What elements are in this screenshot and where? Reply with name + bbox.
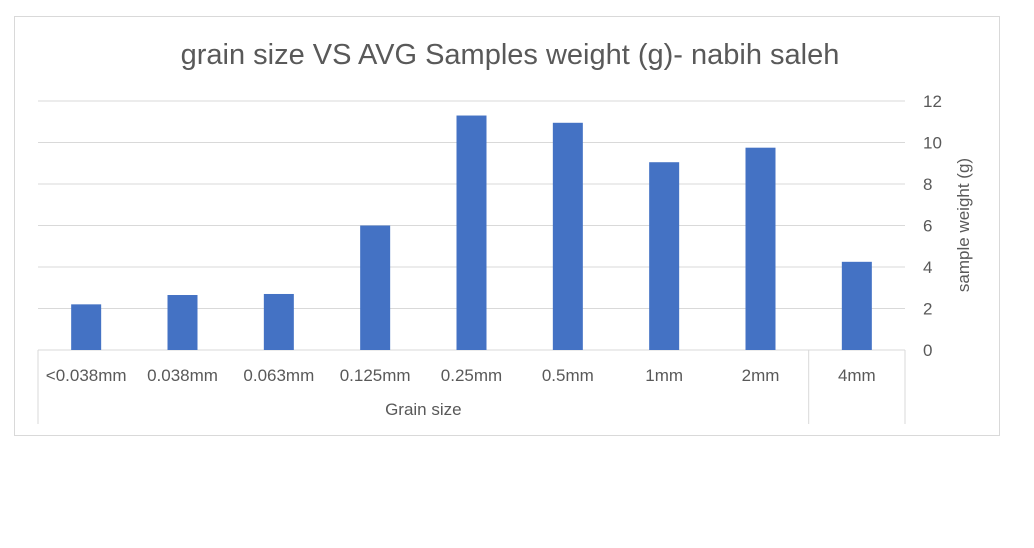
y-tick-label: 10 xyxy=(923,134,942,153)
y-axis-ticks: 0 2 4 6 8 10 12 xyxy=(923,92,942,360)
bar xyxy=(841,261,872,350)
x-axis-groups: Grain size xyxy=(385,350,810,424)
x-category-label: 1mm xyxy=(645,366,683,385)
y-tick-label: 6 xyxy=(923,217,932,236)
x-category-label: 0.125mm xyxy=(340,366,411,385)
x-category-label: <0.038mm xyxy=(46,366,127,385)
x-category-label: 0.5mm xyxy=(542,366,594,385)
bar xyxy=(167,295,198,350)
y-tick-label: 0 xyxy=(923,341,932,360)
bar xyxy=(360,225,391,350)
bar xyxy=(456,115,487,351)
x-category-label: 4mm xyxy=(838,366,876,385)
x-category-label: 0.25mm xyxy=(441,366,502,385)
x-group-label: Grain size xyxy=(385,400,462,419)
y-tick-label: 8 xyxy=(923,175,932,194)
x-category-label: 2mm xyxy=(742,366,780,385)
bar xyxy=(649,162,680,350)
bar xyxy=(263,293,294,350)
bar xyxy=(71,304,102,350)
y-axis-title: sample weight (g) xyxy=(954,158,973,292)
y-tick-label: 2 xyxy=(923,300,932,319)
bar xyxy=(745,147,776,350)
bar xyxy=(552,122,583,350)
bars xyxy=(71,115,872,351)
y-tick-label: 12 xyxy=(923,92,942,111)
x-category-label: 0.063mm xyxy=(243,366,314,385)
x-category-label: 0.038mm xyxy=(147,366,218,385)
chart-title: grain size VS AVG Samples weight (g)- na… xyxy=(181,39,840,71)
y-tick-label: 4 xyxy=(923,258,932,277)
x-axis-categories: <0.038mm 0.038mm 0.063mm 0.125mm 0.25mm 0.5mm… xyxy=(46,366,876,385)
